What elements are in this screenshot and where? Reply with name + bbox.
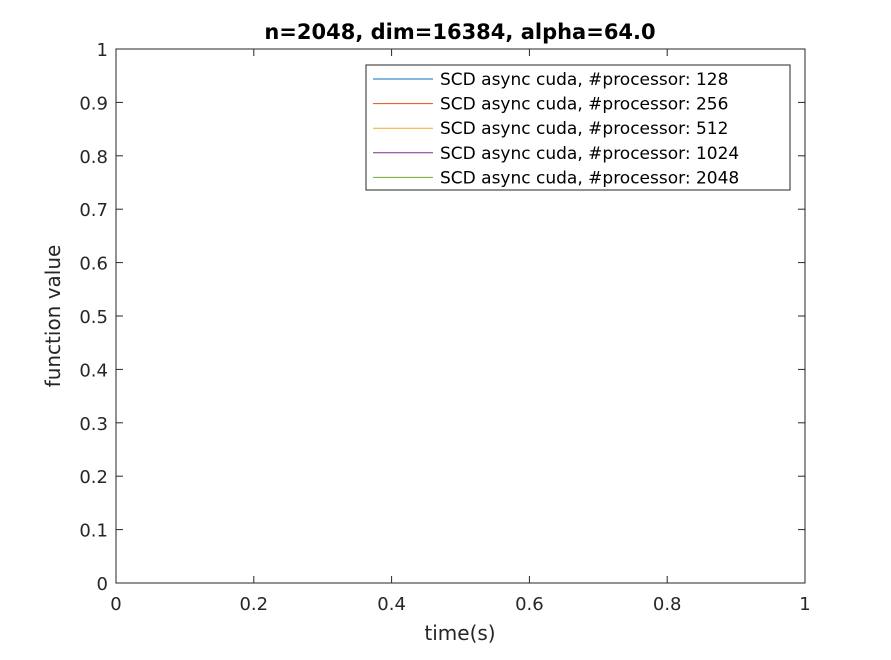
y-tick-label: 0.7	[79, 200, 108, 221]
x-tick-label: 0.8	[653, 594, 682, 615]
y-axis-ticks: 0 0.1 0.2 0.3 0.4 0.5 0.6 0.7 0.8 0.9 1	[79, 40, 805, 595]
x-axis-label: time(s)	[424, 621, 495, 645]
x-tick-label: 0.2	[239, 594, 268, 615]
y-tick-label: 0.4	[79, 360, 108, 381]
y-tick-label: 0.1	[79, 521, 108, 542]
y-tick-label: 0.6	[79, 254, 108, 275]
x-tick-label: 0	[110, 594, 121, 615]
y-tick-label: 0.2	[79, 467, 108, 488]
legend-box	[365, 64, 791, 191]
y-tick-label: 0.8	[79, 147, 108, 168]
legend-entry-label: SCD async cuda, #processor: 512	[440, 119, 728, 139]
legend-entry-label: SCD async cuda, #processor: 1024	[440, 144, 739, 164]
legend: SCD async cuda, #processor: 128 SCD async…	[365, 64, 791, 191]
legend-entry-label: SCD async cuda, #processor: 2048	[440, 168, 739, 188]
x-axis-ticks: 0 0.2 0.4 0.6 0.8 1	[110, 49, 811, 615]
y-tick-label: 0.3	[79, 414, 108, 435]
y-tick-label: 1	[97, 40, 108, 61]
y-axis-label: function value	[41, 245, 65, 388]
legend-entry-label: SCD async cuda, #processor: 256	[440, 95, 728, 115]
y-tick-label: 0.5	[79, 307, 108, 328]
y-tick-label: 0.9	[79, 93, 108, 114]
x-tick-label: 0.6	[515, 594, 544, 615]
y-tick-label: 0	[97, 574, 108, 595]
chart-title: n=2048, dim=16384, alpha=64.0	[264, 20, 655, 44]
x-tick-label: 1	[799, 594, 810, 615]
x-tick-label: 0.4	[377, 594, 406, 615]
legend-entry-label: SCD async cuda, #processor: 128	[440, 70, 728, 90]
